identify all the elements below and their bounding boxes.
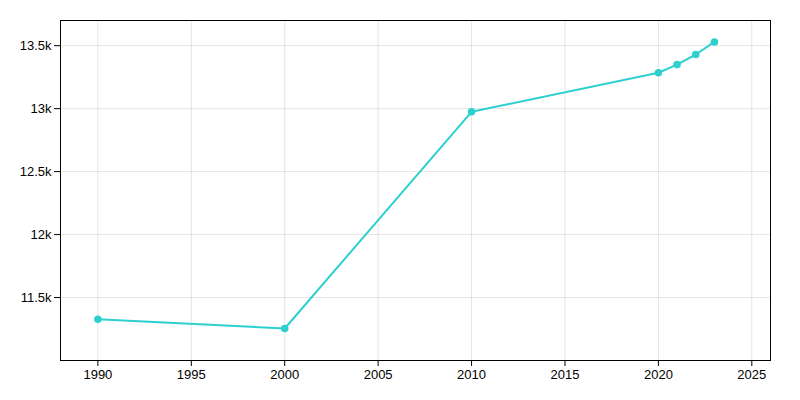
svg-text:1995: 1995 [177,367,206,382]
svg-text:2000: 2000 [270,367,299,382]
svg-text:2020: 2020 [644,367,673,382]
svg-text:2015: 2015 [551,367,580,382]
svg-text:2010: 2010 [457,367,486,382]
svg-text:12.5k: 12.5k [20,164,52,179]
svg-text:13k: 13k [31,101,52,116]
svg-text:2005: 2005 [364,367,393,382]
svg-text:11.5k: 11.5k [21,290,52,305]
svg-text:2025: 2025 [737,367,766,382]
svg-text:13.5k: 13.5k [20,38,52,53]
svg-text:12k: 12k [31,227,52,242]
svg-text:1990: 1990 [83,367,112,382]
